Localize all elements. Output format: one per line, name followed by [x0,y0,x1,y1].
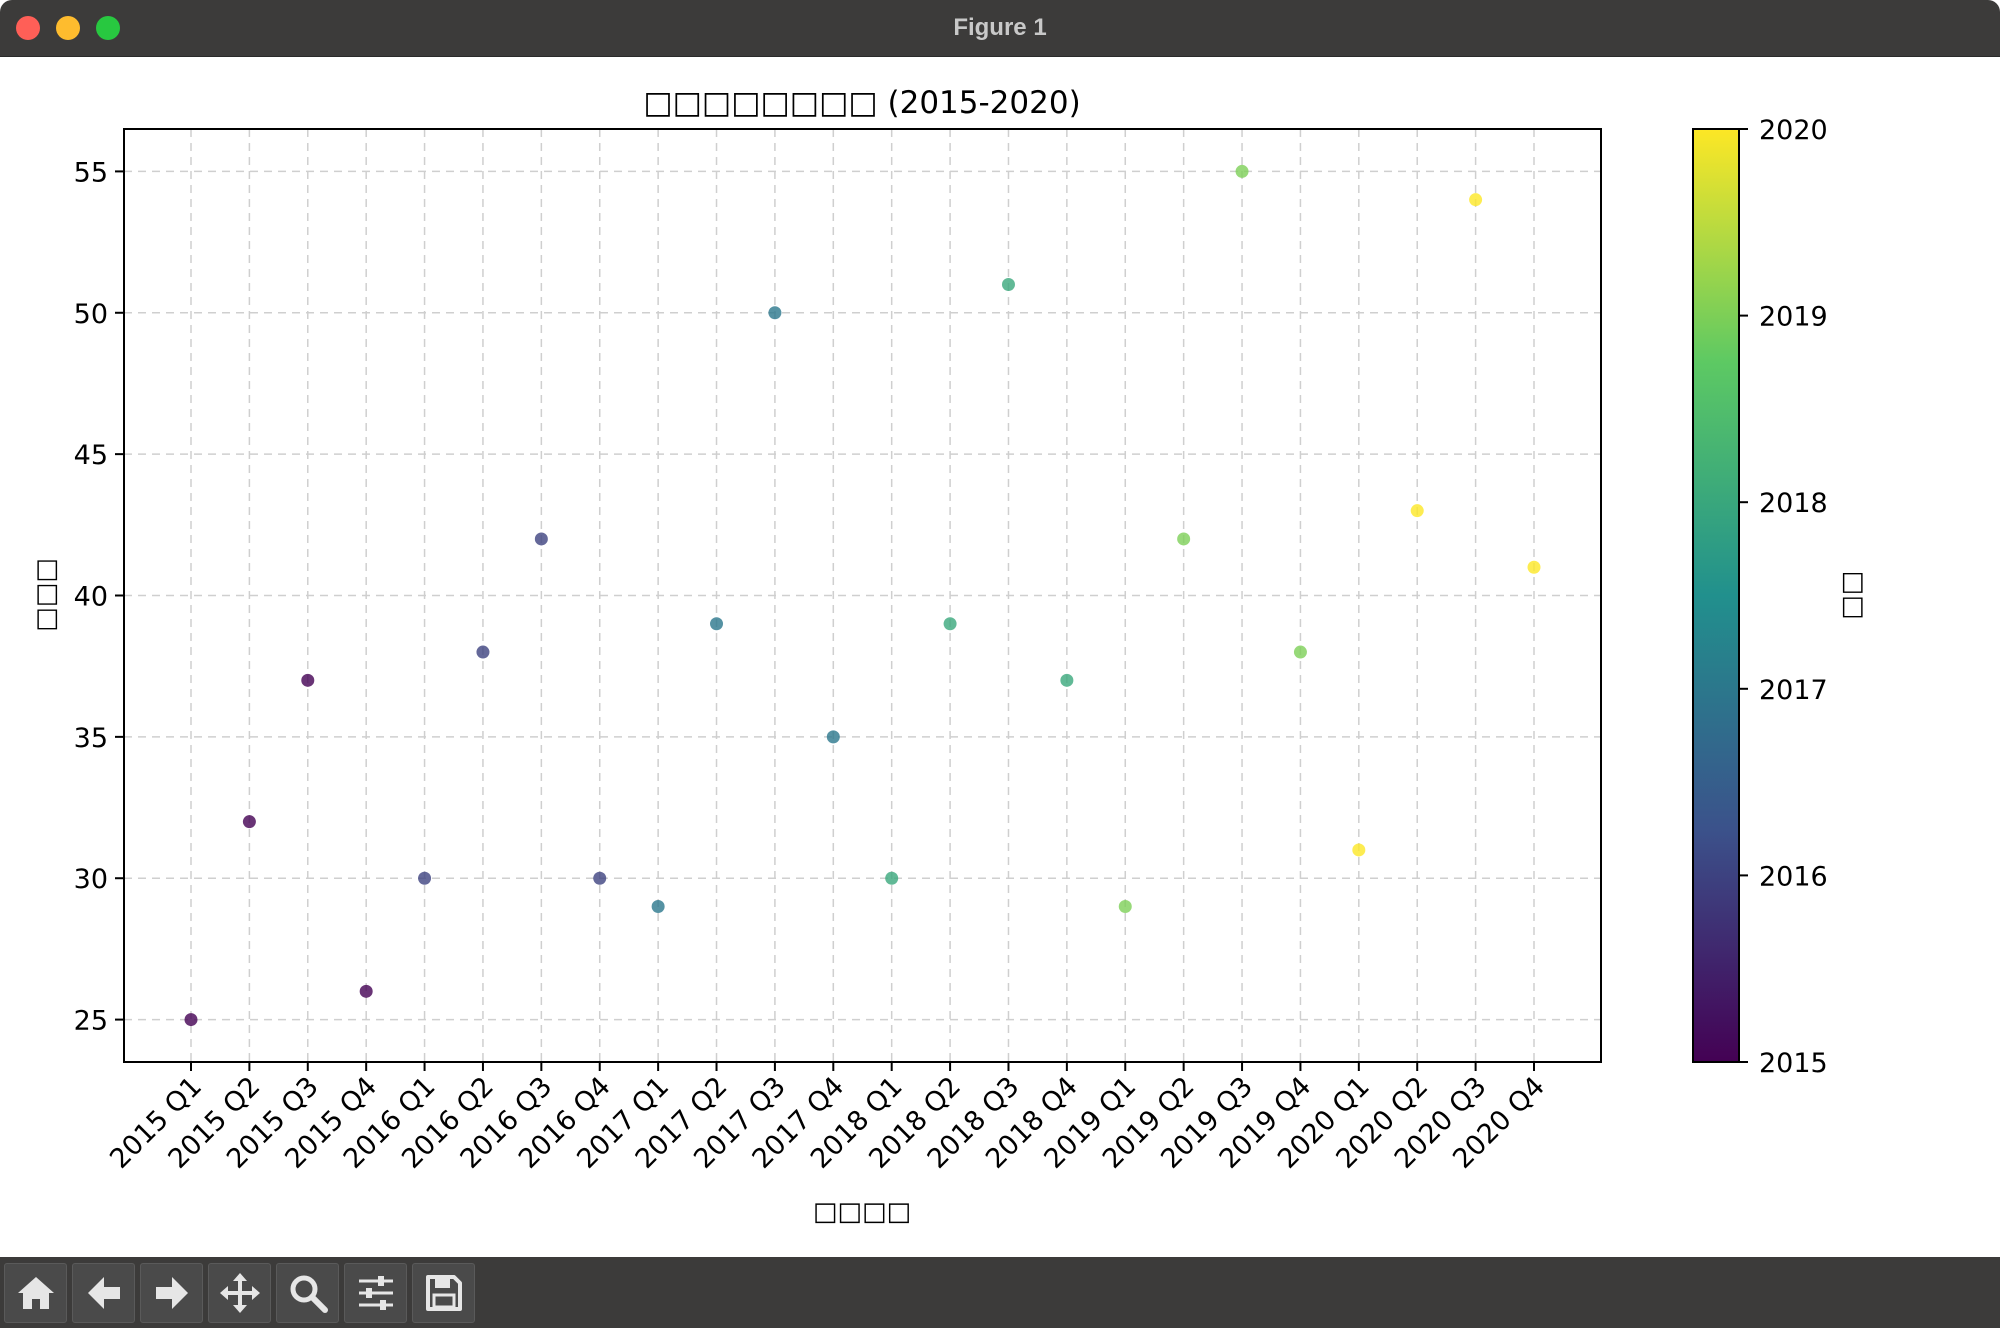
y-tick-label: 55 [74,157,108,188]
data-point [1527,560,1541,574]
data-point [242,815,256,829]
data-point [418,871,432,885]
colorbar-tick-label: 2019 [1759,302,1828,333]
data-point [1352,843,1366,857]
colorbar: 2015 2016 2017 2018 2019 2020 [1692,115,1828,1079]
axes [123,128,1602,1063]
data-point [593,871,607,885]
data-point [1118,900,1132,913]
close-window-button[interactable] [16,16,40,40]
home-button[interactable] [4,1263,67,1323]
data-point [651,900,665,913]
floppy-disk-icon [425,1275,462,1311]
data-point [710,617,724,631]
chart-title: □□□□□□□□ (2015-2020) [643,85,1080,121]
data-point [1060,673,1074,687]
back-button[interactable] [72,1263,135,1323]
y-axis-label: □□□ [31,558,61,632]
colorbar-tick-label: 2018 [1759,488,1828,519]
grid-lines [124,129,1601,1062]
y-tick-label: 25 [74,1006,108,1037]
y-tick-label: 40 [74,582,108,613]
forward-button[interactable] [140,1263,203,1323]
arrow-right-icon [155,1277,188,1309]
data-point [184,1013,198,1027]
colorbar-label: □□ [1839,570,1869,619]
data-point [1177,532,1191,546]
data-point [476,645,490,659]
magnifier-icon [290,1275,328,1313]
colorbar-tick-label: 2017 [1759,675,1828,706]
plot-area: 2015 Q1 2015 Q2 2015 Q3 2015 Q4 2016 Q1 2016 … [0,57,2000,1257]
y-tick-label: 30 [74,864,108,895]
window-title: Figure 1 [953,14,1047,41]
data-point [301,673,315,687]
data-point [359,984,373,998]
x-axis-label: □□□□ [813,1197,911,1227]
plot-frame [123,128,1602,1063]
title-bar: Figure 1 [0,0,2000,57]
colorbar-tick-label: 2020 [1759,115,1828,146]
data-point [1001,278,1015,291]
data-point [534,532,548,546]
data-point [943,617,957,631]
data-point [1410,504,1424,518]
data-point [768,306,782,320]
y-tick-label: 35 [74,723,108,754]
data-point [1235,164,1249,178]
data-point [826,730,840,744]
navigation-toolbar [0,1257,2000,1328]
data-point [1293,645,1307,659]
home-icon [17,1277,54,1309]
colorbar-tick-label: 2015 [1759,1048,1828,1079]
data-point [885,871,899,885]
pan-button[interactable] [208,1263,271,1323]
y-tick-label: 45 [74,440,108,471]
sliders-icon [358,1276,393,1310]
zoom-button[interactable] [276,1263,339,1323]
colorbar-tick-label: 2016 [1759,861,1828,892]
maximize-window-button[interactable] [96,16,120,40]
data-points [184,164,1541,1027]
minimize-window-button[interactable] [56,16,80,40]
configure-subplots-button[interactable] [344,1263,407,1323]
y-tick-label: 50 [74,299,108,330]
colorbar-gradient [1692,128,1740,1063]
save-figure-button[interactable] [412,1263,475,1323]
arrow-left-icon [87,1277,120,1309]
move-icon [219,1273,260,1313]
data-point [1469,193,1483,207]
